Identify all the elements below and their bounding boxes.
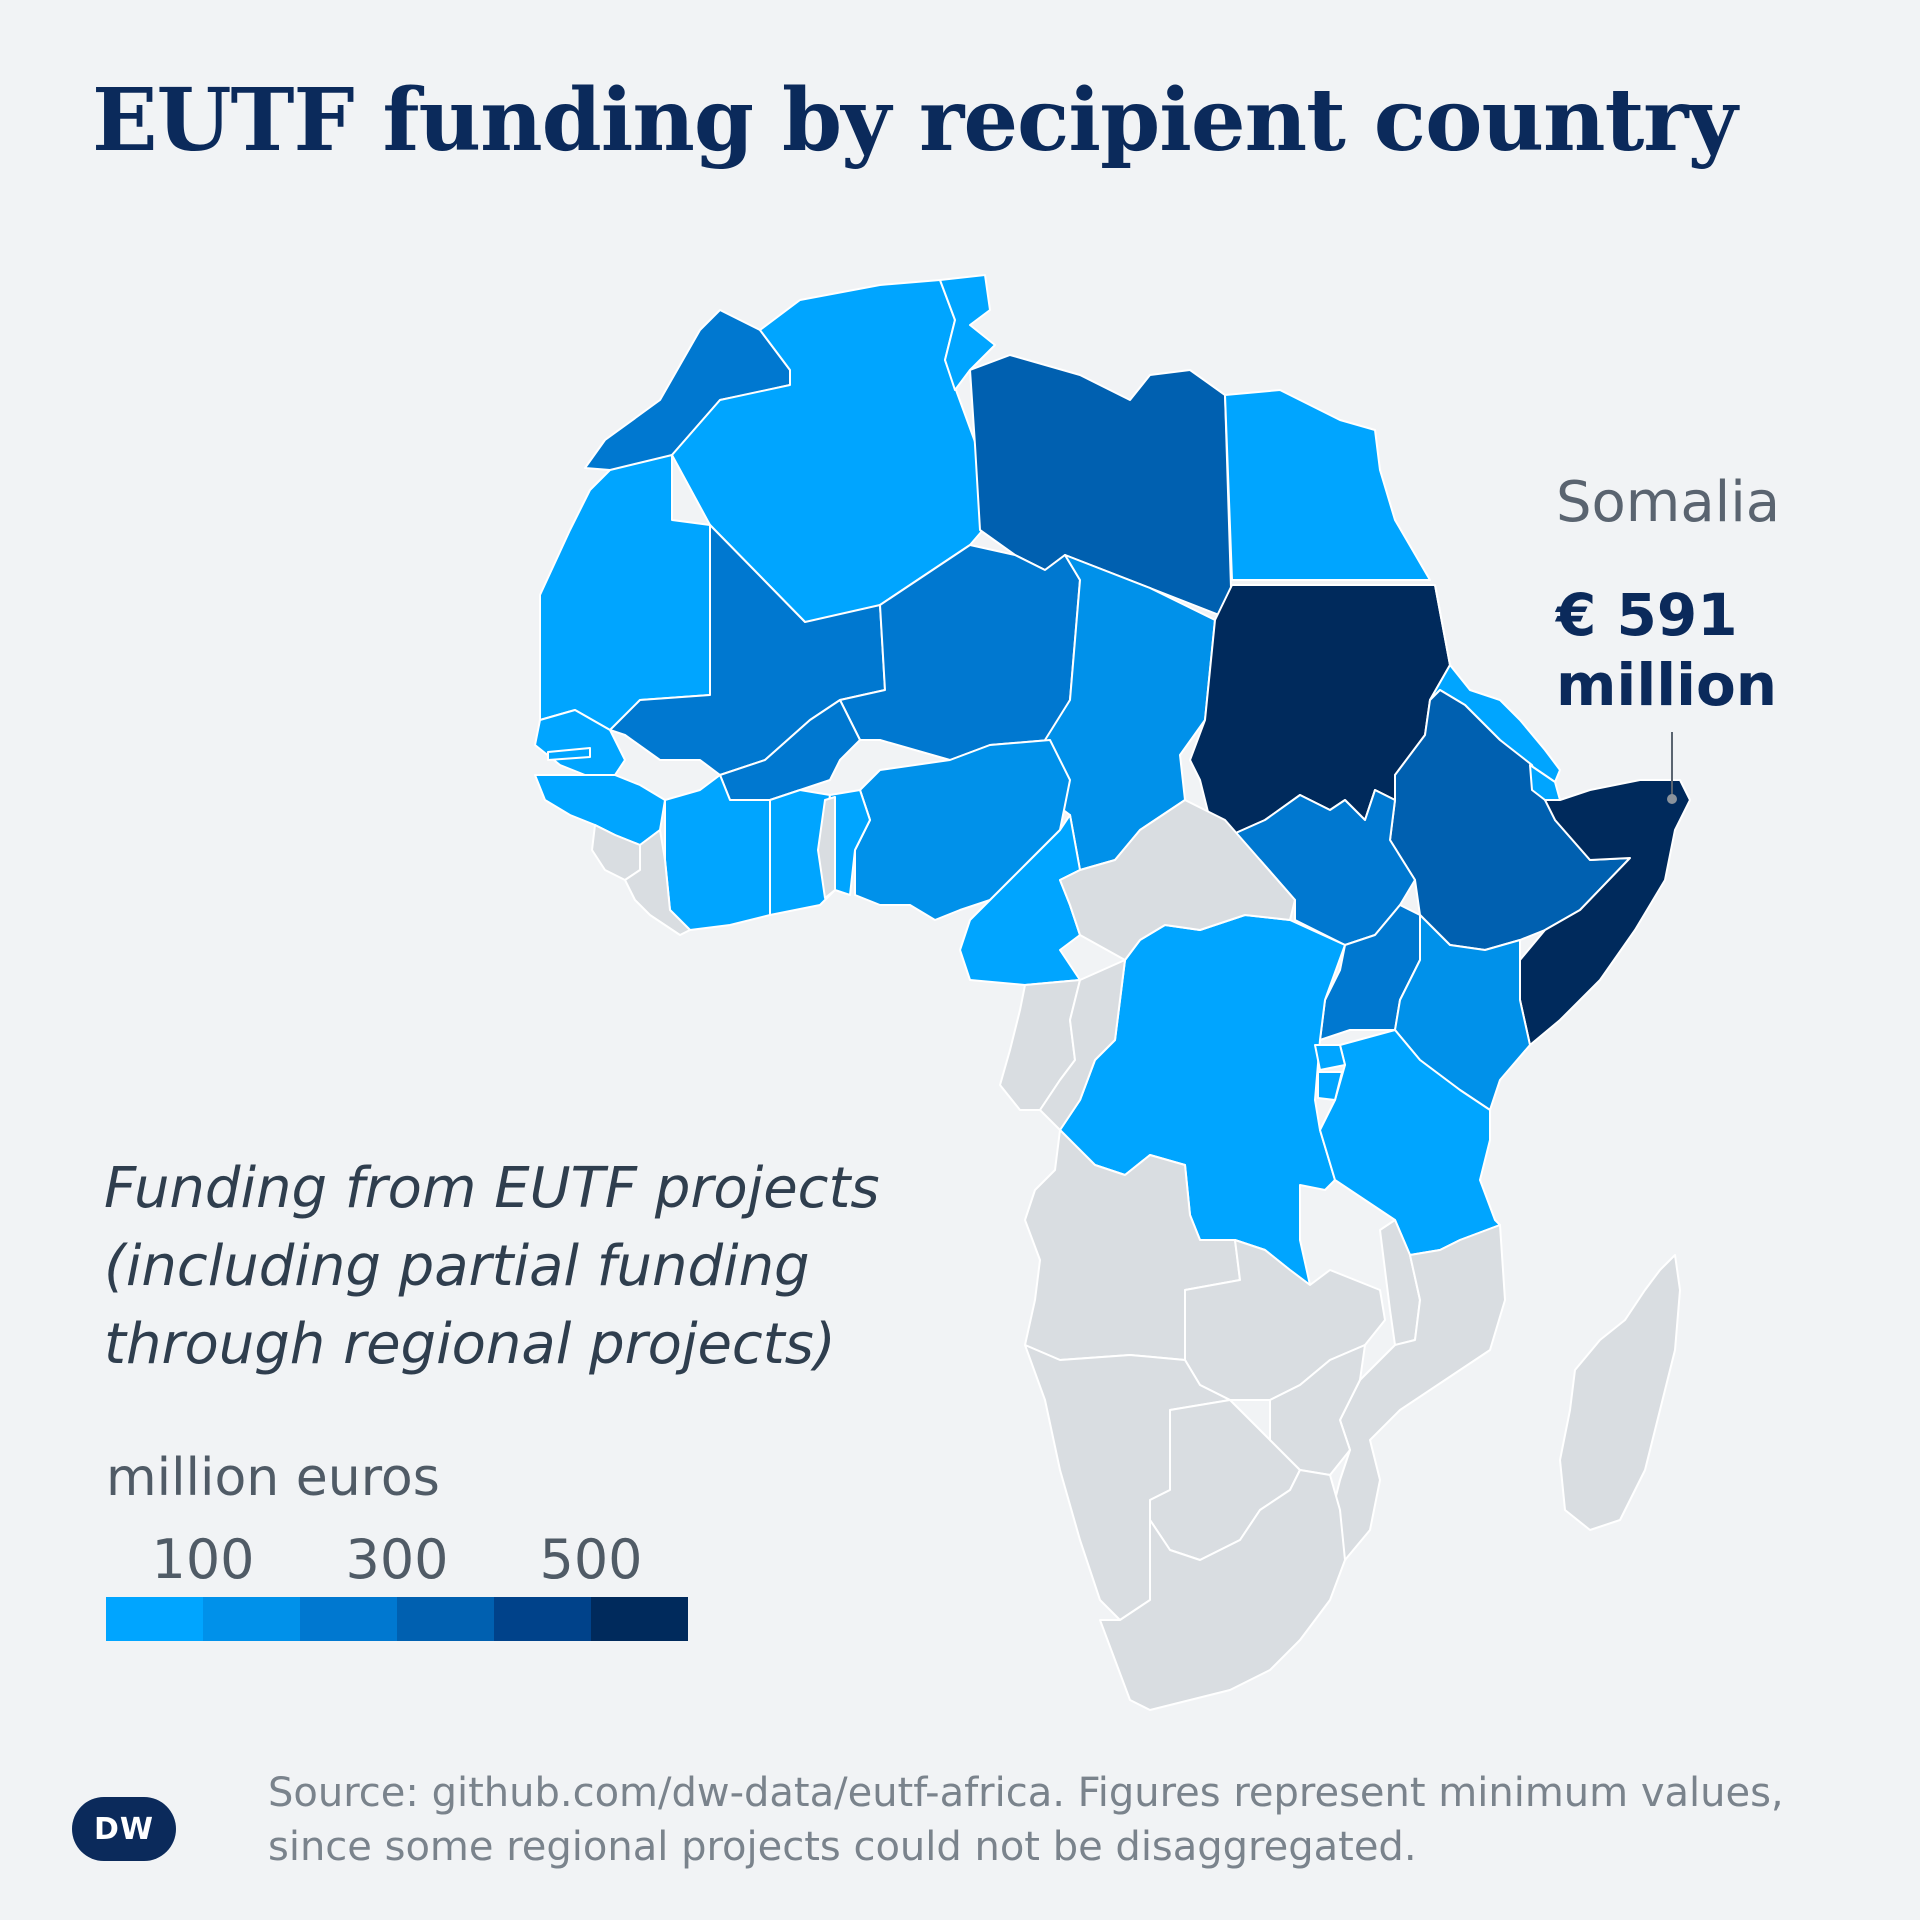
country-tunisia: Tunisia	[939, 274, 996, 391]
source-note: Source: github.com/dw-data/eutf-africa. …	[268, 1770, 1784, 1870]
legend-swatch	[494, 1597, 591, 1641]
country-madagascar: Madagascar	[1559, 1254, 1681, 1531]
callout-value: € 591 million	[1556, 580, 1777, 720]
country-south-sudan: South Sudan	[1219, 789, 1416, 946]
callout-value-unit: million	[1556, 651, 1778, 719]
legend-tick-labels: 100 300 500	[106, 1528, 686, 1591]
legend-tick-label: 500	[539, 1528, 643, 1591]
legend-swatch	[203, 1597, 300, 1641]
legend-tick-label: 100	[151, 1528, 255, 1591]
callout-leader-dot	[1667, 794, 1677, 804]
country-central-african-republic: Central African Republic	[1059, 799, 1296, 961]
legend-swatch	[300, 1597, 397, 1641]
country-somalia: Somalia	[1519, 779, 1691, 1046]
callout-value-amount: € 591	[1556, 581, 1738, 649]
country-kenya: Kenya	[1394, 914, 1531, 1111]
country-egypt: Egypt	[1224, 389, 1431, 581]
dw-logo: DW	[72, 1797, 176, 1861]
country-south-africa: South Africa	[1099, 1469, 1346, 1711]
dw-logo-text: DW	[94, 1811, 154, 1847]
legend-swatch	[591, 1597, 688, 1641]
country-mauritania: Mauritania	[539, 454, 711, 731]
country-zimbabwe: Zimbabwe	[1269, 1344, 1366, 1476]
country-mozambique: Mozambique	[1329, 1224, 1506, 1561]
country-liberia: Liberia	[624, 829, 691, 936]
country-rwanda: Rwanda	[1314, 1044, 1346, 1071]
chart-title: EUTF funding by recipient country	[92, 70, 1738, 171]
legend-unit-label: million euros	[106, 1448, 440, 1508]
legend-color-scale	[106, 1597, 688, 1641]
legend-description: Funding from EUTF projects (including pa…	[104, 1156, 880, 1377]
country-burundi: Burundi	[1317, 1071, 1343, 1101]
country-the-gambia: The Gambia	[547, 747, 591, 761]
callout-country-name: Somalia	[1556, 470, 1781, 535]
legend-swatch	[397, 1597, 494, 1641]
country-togo: Togo	[817, 796, 836, 899]
legend-swatch	[106, 1597, 203, 1641]
country-republic-of-the-congo: Republic of the Congo	[1039, 959, 1126, 1131]
legend-tick-label: 300	[345, 1528, 449, 1591]
